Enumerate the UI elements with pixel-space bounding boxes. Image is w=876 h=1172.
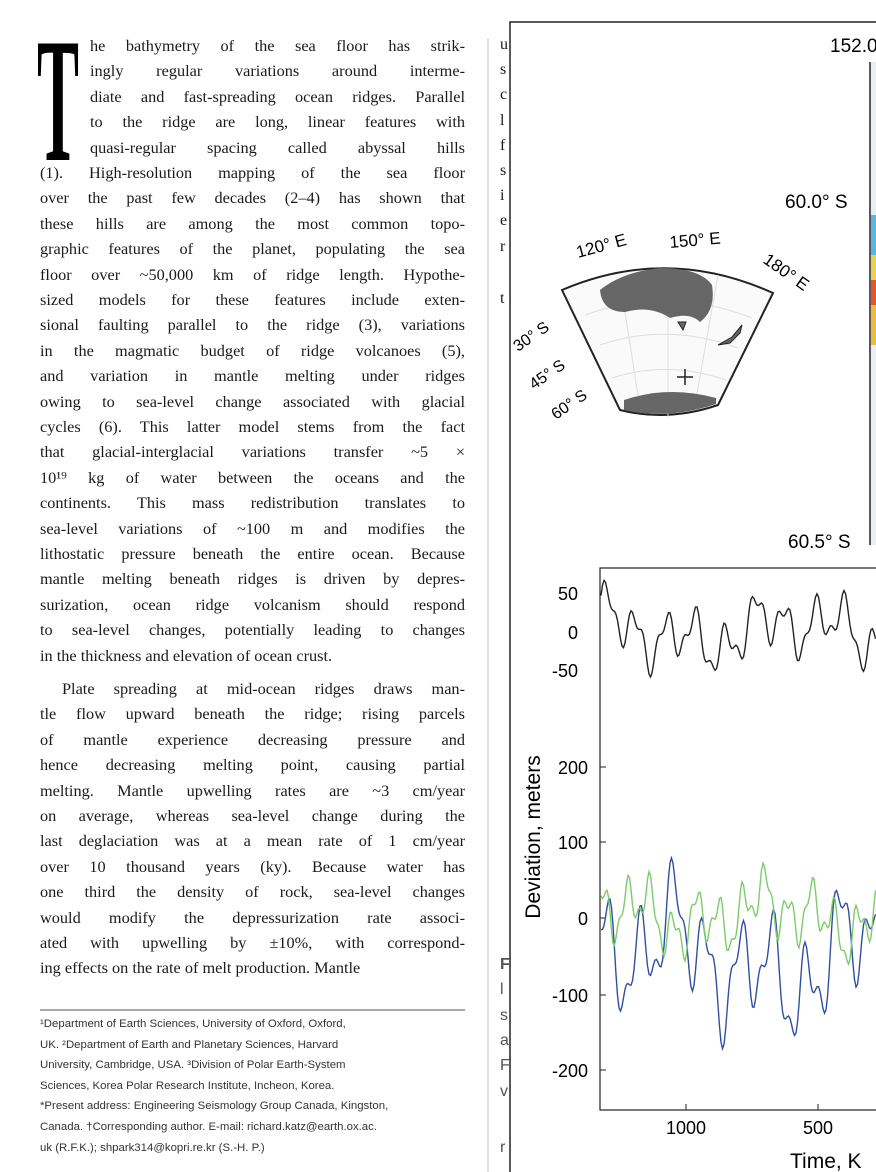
footnote-line: *Present address: Engineering Seismology…	[40, 1100, 388, 1112]
text-line: continents. This mass redistribution tra…	[40, 492, 465, 514]
map-lon-label: 120° E	[574, 230, 628, 262]
text-line: in the magmatic budget of ridge volcanoe…	[40, 340, 465, 362]
bathymetry-strip	[871, 280, 876, 305]
curve-blue	[601, 858, 876, 1049]
text-line: to the ridge are long, linear features w…	[90, 111, 465, 133]
map-lon-label: 180° E	[760, 250, 813, 295]
text-fragment: s	[500, 1007, 508, 1025]
text-line: cycles (6). This latter model stems from…	[40, 416, 465, 438]
footnote-line: UK. ²Department of Earth and Planetary S…	[40, 1039, 338, 1051]
text-fragment: u	[500, 36, 508, 54]
bathymetry-strip	[871, 215, 876, 255]
text-line: on average, whereas sea-level change dur…	[40, 805, 465, 827]
text-line: in the thickness and elevation of ocean …	[40, 645, 465, 667]
text-line: Plate spreading at mid-ocean ridges draw…	[62, 678, 465, 700]
text-line: diate and fast-spreading ocean ridges. P…	[90, 86, 465, 108]
text-line: over 10 thousand years (ky). Because wat…	[40, 856, 465, 878]
text-fragment: t	[500, 290, 504, 308]
y-tick-label: 0	[578, 909, 588, 929]
text-line: to sea-level changes, potentially leadin…	[40, 619, 465, 641]
text-line: tle flow upward beneath the ridge; risin…	[40, 703, 465, 725]
text-fragment: v	[500, 1083, 508, 1101]
y-axis-label: Deviation, meters	[522, 755, 545, 918]
y-tick-label: -200	[552, 1061, 588, 1081]
footnote-line: University, Cambridge, USA. ³Division of…	[40, 1059, 346, 1071]
text-fragment: f	[500, 137, 505, 155]
map-lat-label: 30° S	[511, 319, 553, 355]
text-line: mantle melting beneath ridges is driven …	[40, 568, 465, 590]
text-line: surization, ocean ridge volcanism should…	[40, 594, 465, 616]
x-tick-label: 500	[803, 1118, 833, 1138]
text-line: sional faulting parallel to the ridge (3…	[40, 314, 465, 336]
text-line: he bathymetry of the sea floor has strik…	[90, 35, 465, 57]
y-tick-label: 200	[558, 758, 588, 778]
text-fragment: e	[500, 212, 507, 230]
text-line: 10¹⁹ kg of water between the oceans and …	[40, 467, 465, 489]
text-line: and variation in mantle melting under ri…	[40, 365, 465, 387]
text-fragment: F	[500, 1057, 510, 1075]
text-fragment: r	[500, 238, 505, 256]
footnote-line: Canada. †Corresponding author. E-mail: r…	[40, 1121, 377, 1133]
text-fragment: i	[500, 187, 504, 205]
text-line: would modify the depressurization rate a…	[40, 907, 465, 929]
text-line: quasi-regular spacing called abyssal hil…	[90, 137, 465, 159]
coordinate-label: 60.5° S	[788, 532, 851, 553]
text-line: sea-level variations of ~100 m and modif…	[40, 518, 465, 540]
bathymetry-strip	[871, 255, 876, 280]
text-line: one third the density of rock, sea-level…	[40, 881, 465, 903]
text-line: ingly regular variations around interme-	[90, 60, 465, 82]
text-line: hence decreasing melting point, causing …	[40, 754, 465, 776]
footnote-line: Sciences, Korea Polar Research Institute…	[40, 1080, 334, 1092]
text-fragment: s	[500, 162, 506, 180]
text-fragment: r	[500, 1139, 505, 1157]
coordinate-label: 60.0° S	[785, 192, 848, 213]
footnote-line: ¹Department of Earth Sciences, Universit…	[40, 1018, 346, 1030]
x-axis-label: Time, K	[790, 1150, 862, 1172]
text-line: ated with upwelling by ±10%, with corres…	[40, 932, 465, 954]
bathymetry-strip	[871, 305, 876, 345]
text-line: floor over ~50,000 km of ridge length. H…	[40, 264, 465, 286]
text-line: these hills are among the most common to…	[40, 213, 465, 235]
text-line: over the past few decades (2–4) has show…	[40, 187, 465, 209]
y-tick-label: 0	[568, 623, 578, 643]
coordinate-label: 152.0	[830, 36, 876, 57]
text-line: of mantle experience decreasing pressure…	[40, 729, 465, 751]
text-fragment: F	[500, 956, 510, 974]
text-line: that glacial-interglacial variations tra…	[40, 441, 465, 463]
text-line: last deglaciation was at a mean rate of …	[40, 830, 465, 852]
text-line: graphic features of the planet, populati…	[40, 238, 465, 260]
text-line: lithostatic pressure beneath the entire …	[40, 543, 465, 565]
curve-black	[601, 580, 876, 677]
text-fragment: a	[500, 1032, 509, 1050]
map-lat-label: 45° S	[527, 357, 569, 393]
y-tick-label: 100	[558, 833, 588, 853]
y-tick-label: 50	[558, 584, 578, 604]
y-tick-label: -50	[552, 661, 578, 681]
text-line: ing effects on the rate of melt producti…	[40, 957, 465, 979]
footnote-line: uk (R.F.K.); shpark314@kopri.re.kr (S.-H…	[40, 1142, 265, 1154]
text-line: (1). High-resolution mapping of the sea …	[40, 162, 465, 184]
text-fragment: c	[500, 86, 507, 104]
y-tick-label: -100	[552, 986, 588, 1006]
x-tick-label: 1000	[666, 1118, 706, 1138]
text-line: owing to sea-level change associated wit…	[40, 391, 465, 413]
text-fragment: l	[500, 981, 504, 999]
text-line: melting. Mantle upwelling rates are ~3 c…	[40, 780, 465, 802]
page: T Deviation, meters Time, K 152.060.0° S…	[0, 0, 876, 1172]
map-lat-label: 60° S	[549, 387, 591, 423]
map-lon-label: 150° E	[669, 229, 722, 252]
text-fragment: s	[500, 61, 506, 79]
text-line: sized models for these features include …	[40, 289, 465, 311]
text-fragment: l	[500, 112, 504, 130]
